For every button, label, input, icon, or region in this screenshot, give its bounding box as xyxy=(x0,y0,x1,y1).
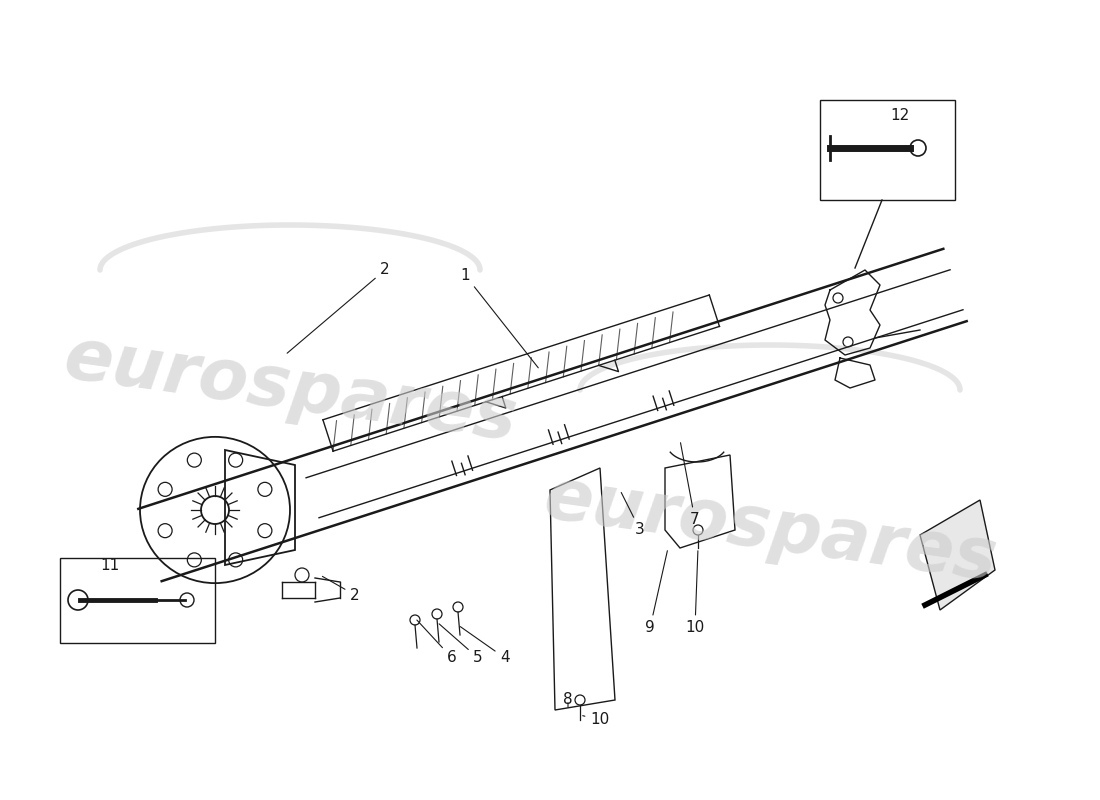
Text: eurospares: eurospares xyxy=(539,464,1001,596)
Text: 10: 10 xyxy=(685,550,705,635)
Text: 12: 12 xyxy=(890,107,910,122)
Text: 5: 5 xyxy=(439,624,483,666)
Bar xyxy=(820,100,955,200)
Text: 8: 8 xyxy=(563,693,573,707)
Polygon shape xyxy=(920,500,996,610)
Text: 2: 2 xyxy=(287,262,389,353)
Text: 9: 9 xyxy=(645,550,668,635)
Text: 2: 2 xyxy=(322,576,360,602)
Text: 7: 7 xyxy=(681,442,700,527)
Text: 11: 11 xyxy=(100,558,120,573)
Bar xyxy=(60,558,215,643)
Text: 10: 10 xyxy=(583,713,609,727)
Text: 4: 4 xyxy=(460,626,509,666)
Text: 1: 1 xyxy=(460,267,538,368)
Text: 3: 3 xyxy=(621,493,645,538)
Text: eurospares: eurospares xyxy=(59,324,521,456)
Text: 6: 6 xyxy=(417,620,456,666)
